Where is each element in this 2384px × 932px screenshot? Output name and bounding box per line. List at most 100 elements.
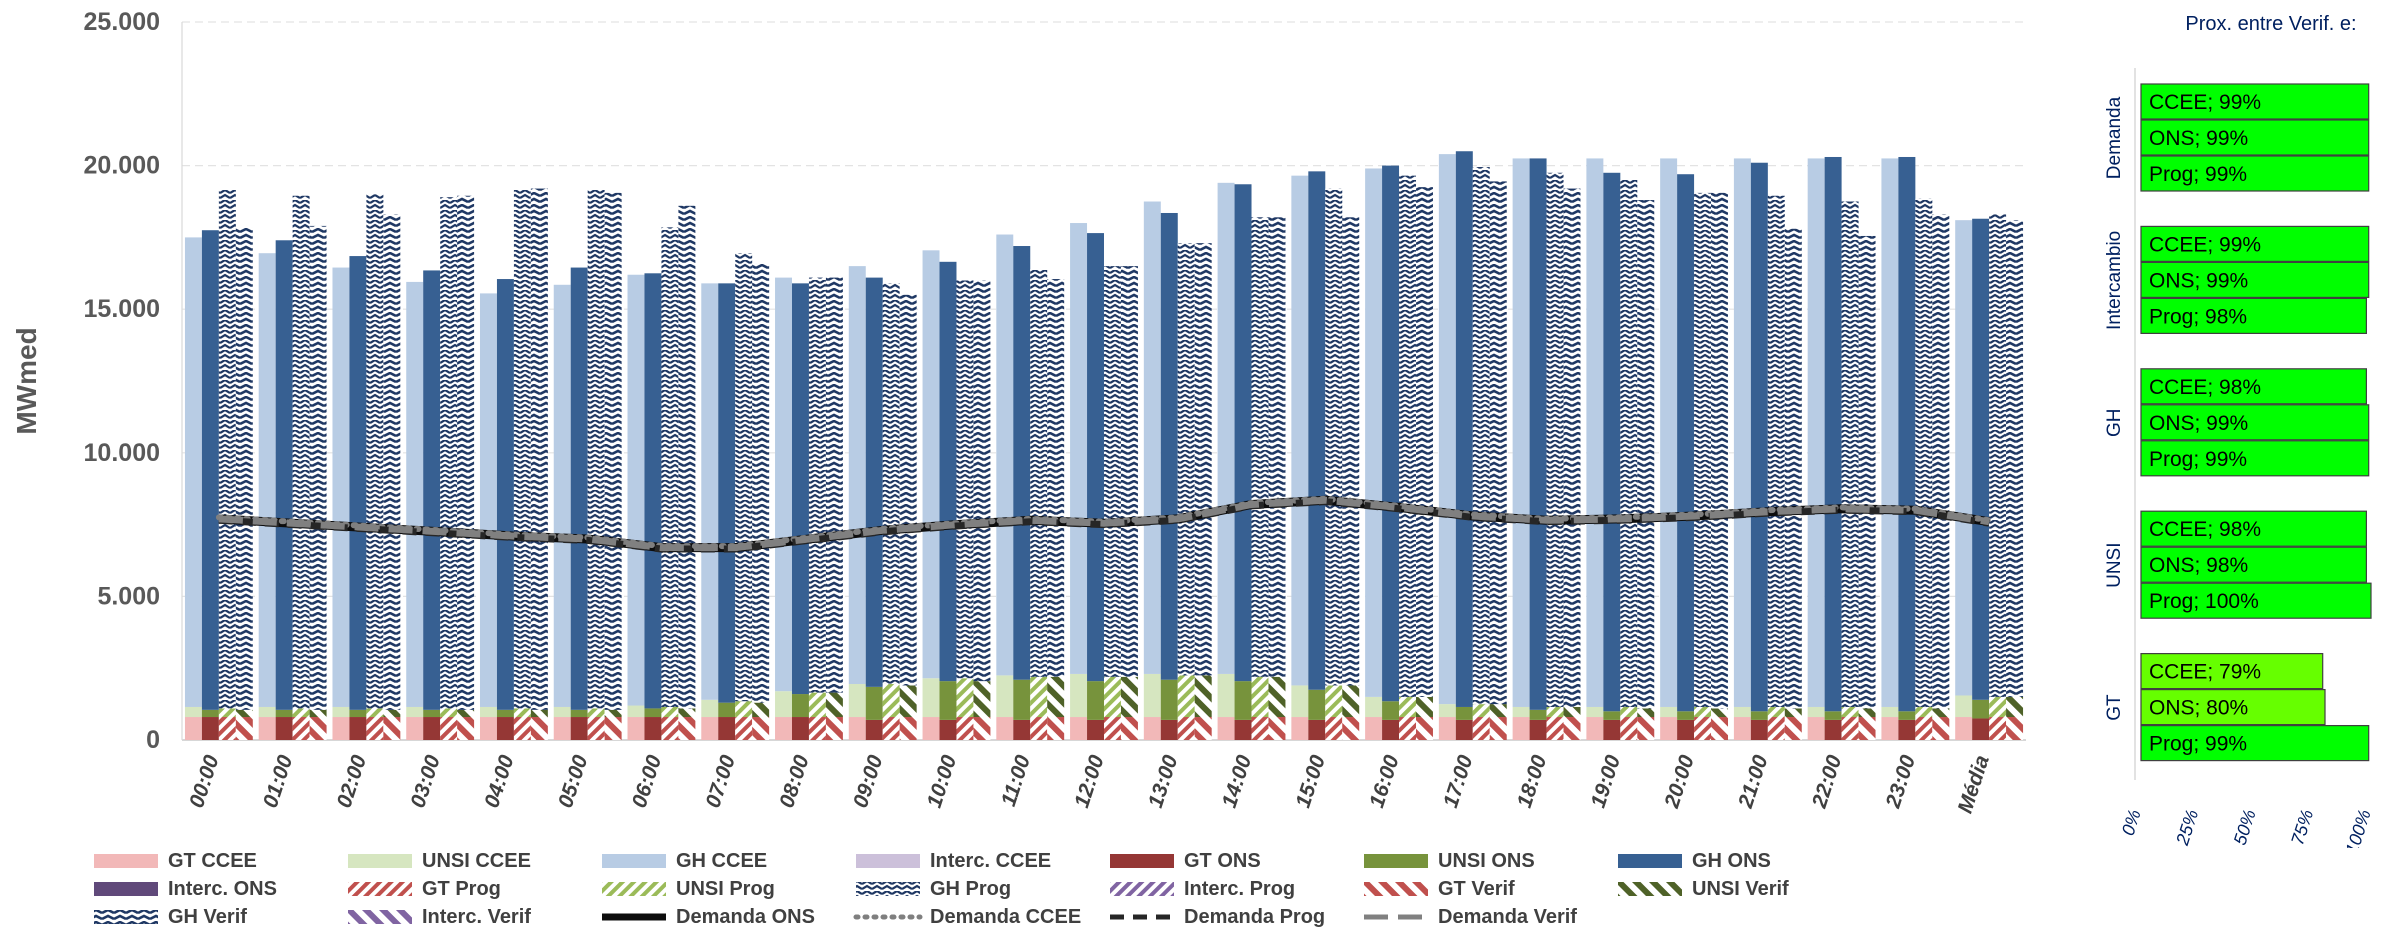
- bar-unsi-ccee: [1734, 707, 1751, 717]
- bar-unsi-prog: [588, 708, 605, 717]
- bar-unsi-verif: [310, 710, 327, 717]
- bar-gt-prog: [1620, 717, 1637, 740]
- x-tick-label: 06:00: [628, 752, 667, 810]
- bar-unsi-ons: [718, 703, 735, 717]
- bar-gt-verif: [1195, 717, 1212, 740]
- bar-gt-prog: [1915, 717, 1932, 740]
- legend-swatch: [598, 909, 670, 925]
- bar-unsi-verif: [1785, 708, 1802, 717]
- bar-gh-ons: [1161, 213, 1178, 680]
- bar-unsi-verif: [1637, 708, 1654, 717]
- legend-item: GH CCEE: [598, 848, 767, 874]
- bar-unsi-verif: [1932, 708, 1949, 717]
- x-tick-label: 20:00: [1660, 752, 1699, 811]
- bar-gh-prog: [1842, 202, 1859, 707]
- bar-gt-verif: [1564, 717, 1581, 740]
- bar-gh-ccee: [259, 253, 276, 707]
- bar-unsi-verif: [752, 703, 769, 717]
- legend-item: Interc. ONS: [90, 876, 277, 902]
- bar-unsi-ccee: [185, 707, 202, 717]
- legend-item: GT ONS: [1106, 848, 1261, 874]
- legend-label: Demanda Prog: [1184, 906, 1325, 929]
- bar-gh-verif: [531, 189, 548, 710]
- chart-legend: GT CCEE UNSI CCEE GH CCEE Interc. CCEE GT ON…: [90, 848, 1790, 932]
- bar-gt-ons: [1235, 720, 1252, 740]
- legend-swatch: [852, 881, 924, 897]
- legend-swatch-fill: [602, 854, 666, 868]
- bar-gt-prog: [661, 717, 678, 740]
- bar-gh-verif: [605, 193, 622, 710]
- bar-gh-ccee: [1808, 158, 1825, 707]
- bar-gh-ons: [497, 279, 514, 710]
- bar-unsi-verif: [1342, 685, 1359, 717]
- bar-gt-ccee: [1955, 717, 1972, 740]
- bar-unsi-prog: [1252, 677, 1269, 717]
- legend-swatch-fill: [348, 882, 412, 896]
- bar-gh-verif: [973, 280, 990, 681]
- legend-label: GT Prog: [422, 878, 501, 901]
- bar-gh-verif: [1637, 200, 1654, 708]
- bar-gt-ccee: [849, 717, 866, 740]
- legend-label: Interc. CCEE: [930, 850, 1051, 873]
- legend-swatch-fill: [1618, 854, 1682, 868]
- side-bar-label: CCEE; 99%: [2149, 233, 2261, 256]
- bar-gt-prog: [366, 717, 383, 740]
- legend-label: GH Prog: [930, 878, 1011, 901]
- bar-gh-prog: [883, 283, 900, 684]
- bar-gh-prog: [514, 190, 531, 708]
- bar-unsi-prog: [1842, 707, 1859, 717]
- y-tick-label: 5.000: [97, 582, 160, 610]
- bar-gt-prog: [293, 717, 310, 740]
- bar-unsi-ons: [497, 710, 514, 717]
- legend-swatch-fill: [856, 854, 920, 868]
- legend-item: UNSI ONS: [1360, 848, 1535, 874]
- bar-gt-ccee: [996, 717, 1013, 740]
- legend-swatch-fill: [602, 882, 666, 896]
- legend-item: Interc. CCEE: [852, 848, 1051, 874]
- legend-label: Demanda Verif: [1438, 906, 1577, 929]
- bar-gh-ons: [1972, 219, 1989, 700]
- bar-unsi-ons: [1898, 711, 1915, 720]
- side-group-label: GH: [2104, 409, 2125, 438]
- bar-gt-ccee: [1070, 717, 1087, 740]
- bar-gt-ons: [1161, 720, 1178, 740]
- legend-swatch: [1614, 853, 1686, 869]
- legend-swatch-fill: [348, 854, 412, 868]
- bar-gh-prog: [366, 194, 383, 708]
- bar-gh-ons: [940, 262, 957, 681]
- bar-unsi-ons: [1382, 701, 1399, 720]
- x-tick-label: 14:00: [1218, 752, 1257, 810]
- bar-gt-ccee: [701, 717, 718, 740]
- legend-label: Interc. Prog: [1184, 878, 1295, 901]
- bar-unsi-prog: [219, 708, 236, 717]
- bar-gt-ons: [1013, 720, 1030, 740]
- bar-unsi-ons: [202, 710, 219, 717]
- bar-unsi-verif: [605, 710, 622, 717]
- bar-gt-verif: [826, 717, 843, 740]
- bar-gh-ccee: [775, 278, 792, 692]
- bar-unsi-ccee: [923, 678, 940, 717]
- bar-gh-prog: [1768, 196, 1785, 707]
- bar-gt-ccee: [628, 717, 645, 740]
- legend-item: Interc. Verif: [344, 904, 531, 930]
- bar-gt-ons: [1530, 720, 1547, 740]
- bar-gh-prog: [1030, 269, 1047, 677]
- bar-gh-prog: [1620, 180, 1637, 707]
- legend-item: Interc. Prog: [1106, 876, 1295, 902]
- side-x-tick-label: 25%: [2172, 807, 2202, 848]
- x-tick-label: 10:00: [923, 752, 962, 810]
- bar-gt-prog: [1399, 717, 1416, 740]
- bar-gh-prog: [1989, 214, 2006, 696]
- bar-gh-ons: [1898, 157, 1915, 711]
- bar-unsi-ons: [1677, 711, 1694, 720]
- legend-item: GH ONS: [1614, 848, 1771, 874]
- legend-item: GH Prog: [852, 876, 1011, 902]
- side-bar-label: ONS; 99%: [2149, 269, 2248, 292]
- bar-gh-ccee: [1144, 202, 1161, 674]
- bar-unsi-ccee: [1586, 707, 1603, 717]
- side-bar-label: ONS; 98%: [2149, 554, 2248, 577]
- bar-gh-ccee: [1734, 158, 1751, 707]
- bar-gh-ccee: [1586, 158, 1603, 707]
- bar-unsi-ccee: [1070, 674, 1087, 717]
- bar-unsi-prog: [1620, 707, 1637, 717]
